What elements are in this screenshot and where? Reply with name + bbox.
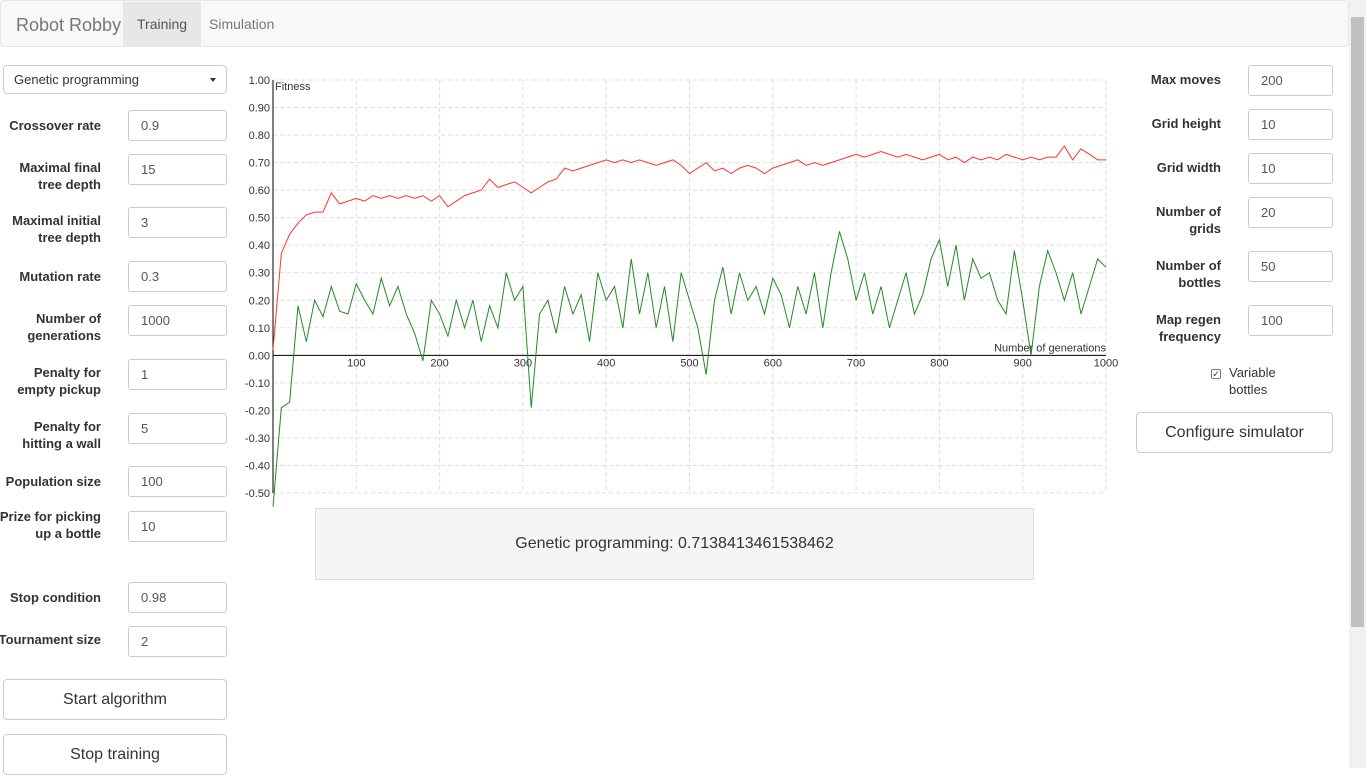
text-input[interactable]: 5 (128, 413, 227, 444)
y-tick-label: 1.00 (249, 75, 270, 87)
y-tick-label: 0.00 (249, 350, 270, 362)
y-tick-label: 0.30 (249, 268, 270, 280)
y-tick-label: -0.10 (245, 378, 270, 390)
select-text: Genetic programming (14, 72, 139, 87)
button[interactable]: Configure simulator (1136, 412, 1333, 453)
field-label: Penalty for hitting a wall (22, 419, 101, 451)
field-label: Crossover rate (9, 117, 101, 133)
field-label: Maximal final tree depth (19, 160, 101, 192)
x-tick-label: 600 (764, 357, 782, 369)
text-input[interactable]: 200 (1248, 65, 1333, 96)
y-tick-label: 0.10 (249, 323, 270, 335)
field-label: Number of grids (1156, 204, 1221, 236)
y-tick-label: -0.50 (245, 488, 270, 500)
text-input[interactable]: 10 (1248, 153, 1333, 184)
text-input[interactable]: 3 (128, 207, 227, 238)
x-axis-label: Number of generations (994, 342, 1106, 354)
x-tick-label: 200 (430, 357, 448, 369)
line-series (272, 231, 1107, 507)
text-input[interactable]: 50 (1248, 251, 1333, 282)
y-tick-label: 0.60 (249, 185, 270, 197)
tab[interactable]: Training (123, 2, 202, 47)
tab[interactable]: Simulation (209, 16, 275, 32)
x-tick-label: 400 (597, 357, 615, 369)
text-input[interactable]: 0.3 (128, 261, 227, 292)
field-label: Stop condition (10, 589, 101, 605)
field-label: Population size (5, 473, 101, 489)
text-input[interactable]: 2 (128, 626, 227, 657)
x-tick-label: 700 (847, 357, 865, 369)
field-label: Maximal initial tree depth (12, 213, 101, 245)
result-text: Genetic programming: 0.7138413461538462 (315, 508, 1034, 580)
checkbox-label: Variable bottles (1229, 365, 1276, 397)
text-input[interactable]: 0.98 (128, 582, 227, 613)
checkbox[interactable]: ✓ (1211, 369, 1221, 379)
x-tick-label: 800 (930, 357, 948, 369)
scroll-thumb[interactable] (1351, 17, 1364, 627)
text-input[interactable]: 100 (128, 466, 227, 497)
scrollbar[interactable] (1349, 0, 1366, 768)
x-tick-label: 100 (347, 357, 365, 369)
text-input[interactable]: 1000 (128, 305, 227, 336)
algorithm-select[interactable]: Genetic programming (3, 65, 227, 94)
field-label: Number of generations (27, 311, 101, 343)
text-input[interactable]: 10 (1248, 109, 1333, 140)
text-input[interactable]: 100 (1248, 305, 1333, 336)
x-tick-label: 500 (680, 357, 698, 369)
field-label: Tournament size (0, 632, 101, 647)
caret (210, 78, 216, 82)
text-input[interactable]: 20 (1248, 197, 1333, 228)
y-tick-label: 0.80 (249, 130, 270, 142)
field-label: Number of bottles (1156, 258, 1221, 290)
button[interactable]: Start algorithm (3, 679, 227, 720)
navbar: Robot Robby Training Simulation (0, 0, 1349, 47)
field-label: Grid width (1156, 160, 1221, 175)
field-label: Max moves (1150, 72, 1221, 87)
field-label: Prize for picking up a bottle (0, 508, 101, 541)
text-input[interactable]: 0.9 (128, 110, 227, 141)
y-tick-label: -0.30 (245, 433, 270, 445)
button[interactable]: Stop training (3, 734, 227, 775)
x-tick-label: 1000 (1094, 357, 1118, 369)
field-label: Penalty for empty pickup (17, 365, 101, 397)
x-tick-label: 300 (514, 357, 532, 369)
field-label: Mutation rate (19, 268, 101, 284)
chart: -0.50 -0.40 -0.30 -0.20 -0.10 0.00 0.10 0.20 0.3… (245, 75, 1118, 507)
y-axis-label: Fitness (275, 81, 311, 93)
y-tick-label: 0.50 (249, 213, 270, 225)
text-input[interactable]: 1 (128, 359, 227, 390)
brand[interactable]: Robot Robby (16, 15, 122, 35)
field-label: Map regen frequency (1155, 312, 1221, 344)
y-tick-label: 0.20 (249, 295, 270, 307)
y-tick-label: -0.20 (245, 405, 270, 417)
text-input[interactable]: 15 (128, 154, 227, 185)
y-tick-label: 0.70 (249, 158, 270, 170)
x-tick-label: 900 (1014, 357, 1032, 369)
y-tick-label: 0.40 (249, 240, 270, 252)
text-input[interactable]: 10 (128, 511, 227, 542)
y-tick-label: 0.90 (249, 103, 270, 115)
line-series (272, 145, 1106, 350)
field-label: Grid height (1151, 116, 1221, 131)
y-tick-label: -0.40 (245, 460, 270, 472)
